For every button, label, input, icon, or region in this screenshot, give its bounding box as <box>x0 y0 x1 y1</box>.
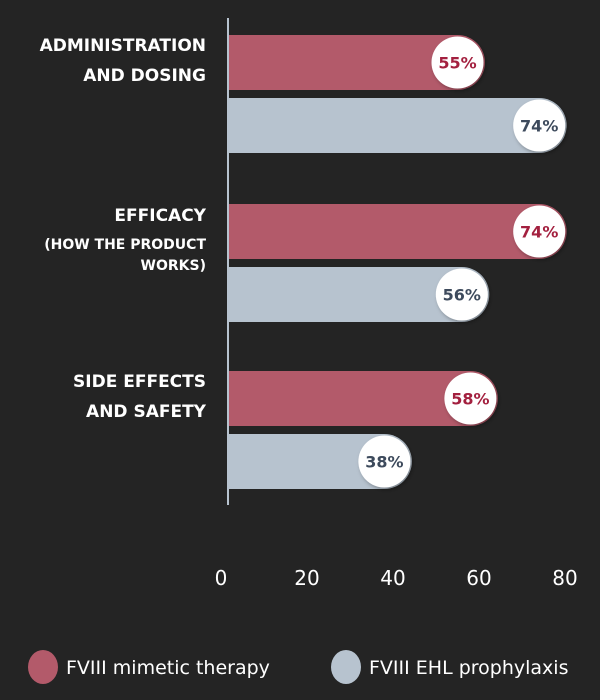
category-label: AND SAFETY <box>86 402 207 422</box>
legend-label: FVIII mimetic therapy <box>66 657 270 679</box>
x-tick-label: 60 <box>466 566 491 590</box>
category-label: EFFICACY <box>114 206 206 226</box>
legend-label: FVIII EHL prophylaxis <box>369 657 568 679</box>
x-tick-label: 40 <box>380 566 405 590</box>
data-label: 56% <box>443 286 481 305</box>
legend-swatch <box>331 650 361 684</box>
bar-ehl <box>228 267 490 322</box>
category-label: AND DOSING <box>83 66 206 86</box>
bar-mimetic <box>228 204 567 259</box>
value-badge <box>435 268 488 321</box>
bar-mimetic <box>228 371 498 426</box>
value-badge <box>513 205 566 258</box>
data-label: 55% <box>438 54 476 73</box>
x-tick-label: 80 <box>552 566 577 590</box>
value-badge <box>431 36 484 89</box>
legend-swatch <box>28 650 58 684</box>
data-label: 58% <box>451 390 489 409</box>
data-label: 74% <box>520 117 558 136</box>
bar-ehl <box>228 98 567 153</box>
x-tick-label: 0 <box>215 566 228 590</box>
category-sublabel: (HOW THE PRODUCT <box>44 237 206 253</box>
x-tick-label: 20 <box>294 566 319 590</box>
data-label: 38% <box>365 453 403 472</box>
data-label: 74% <box>520 223 558 242</box>
category-label: SIDE EFFECTS <box>73 372 206 392</box>
bar-mimetic <box>228 35 485 90</box>
value-badge <box>513 99 566 152</box>
value-badge <box>444 372 497 425</box>
category-label: ADMINISTRATION <box>40 36 206 56</box>
value-badge <box>358 435 411 488</box>
category-sublabel: WORKS) <box>141 258 206 274</box>
